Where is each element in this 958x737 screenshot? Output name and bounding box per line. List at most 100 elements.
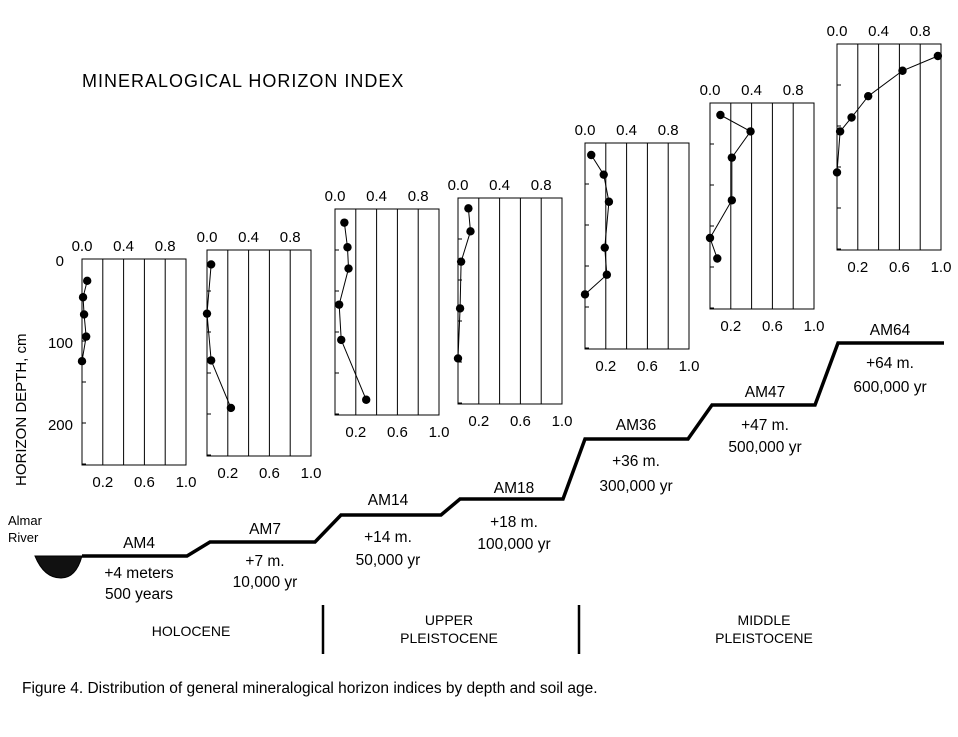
am18-bottom-tick: 0.6 [510,413,531,430]
am4-top-tick: 0.4 [113,238,134,255]
am36-data-point [580,290,590,299]
am14-height-label: +14 m. [364,529,412,546]
am18-top-tick: 0.0 [448,177,469,194]
am14-panel: 0.0 0.4 0.8 0.2 0.6 1.0 [325,188,450,441]
am14-bottom-tick: 0.2 [345,424,366,441]
am36-top-tick: 0.8 [658,122,679,139]
am14-age-label: 50,000 yr [356,552,421,569]
am36-height-label: +36 m. [612,453,660,470]
am36-bottom-tick: 0.6 [637,358,658,375]
am47-data-point [727,153,737,162]
am14-site-label: AM14 [368,492,409,509]
am64-frame [836,43,942,251]
am64-top-tick: 0.0 [827,23,848,40]
am64-data-point [898,66,907,75]
am7-height-label: +7 m. [245,553,284,570]
am4-age-label: 500 years [105,586,173,603]
am18-frame [457,197,563,405]
am7-age-label: 10,000 yr [233,574,298,591]
am36-data-point [587,150,596,160]
am4-series-line [81,280,88,362]
am64-height-label: +64 m. [866,355,914,372]
am7-series-line [206,264,232,409]
am4-data-point [83,276,92,286]
terrace-profile [82,341,944,558]
am36-age-label: 300,000 yr [599,478,672,495]
am47-data-point [716,110,725,120]
epoch-middle-line2: PLEISTOCENE [715,630,813,646]
am18-height-label: +18 m. [490,514,538,531]
am47-bottom-tick: 0.6 [762,318,783,335]
y-axis-label: HORIZON DEPTH, cm [13,334,30,487]
y-tick-100: 100 [48,335,73,352]
am14-data-point [334,300,344,309]
am14-frame [334,208,440,416]
am4-data-point [78,293,88,302]
am47-frame [709,102,815,310]
am36-panel: 0.0 0.4 0.8 0.2 0.6 1.0 [575,122,700,375]
am64-data-point [933,51,943,61]
am14-data-point [343,243,352,252]
am4-data-point [79,310,89,319]
am7-top-tick: 0.4 [238,229,259,246]
am47-bottom-tick: 1.0 [804,318,825,335]
am4-panel: 0.0 0.4 0.8 0.2 0.6 1.0 [72,238,197,491]
am18-data-point [466,227,475,236]
am64-top-tick: 0.8 [910,23,931,40]
profile-panels: 0.0 0.4 0.8 0.2 0.6 1.0 AM4 +4 meters 500 years 0… [72,23,952,603]
am64-bottom-tick: 0.6 [889,259,910,276]
am64-bottom-tick: 1.0 [931,259,952,276]
am14-bottom-tick: 1.0 [429,424,450,441]
am64-panel: 0.0 0.4 0.8 0.2 0.6 1.0 [827,23,952,276]
am18-data-point [453,354,463,363]
am47-top-tick: 0.8 [783,82,804,99]
am7-bottom-tick: 0.6 [259,465,280,482]
figure-caption: Figure 4. Distribution of general minera… [22,680,598,697]
am64-data-point [835,127,845,136]
am36-bottom-tick: 1.0 [679,358,700,375]
am47-data-point [727,196,737,205]
am47-site-label: AM47 [745,384,786,401]
am14-top-tick: 0.8 [408,188,429,205]
am4-bottom-tick: 0.6 [134,474,155,491]
am64-data-point [864,91,873,101]
am47-data-point [746,127,755,136]
am7-top-tick: 0.8 [280,229,301,246]
am64-bottom-tick: 0.2 [847,259,868,276]
y-tick-0: 0 [56,253,64,270]
am18-top-tick: 0.4 [489,177,510,194]
am18-panel: 0.0 0.4 0.8 0.2 0.6 1.0 [448,177,573,430]
epoch-upper-line2: PLEISTOCENE [400,630,498,646]
am47-data-point [713,254,722,263]
am18-data-point [455,304,465,313]
epoch-middle-line1: MIDDLE [738,612,791,628]
am64-data-point [847,113,856,122]
am36-data-point [602,270,612,279]
am18-bottom-tick: 1.0 [552,413,573,430]
am36-data-point [600,243,609,252]
am7-data-point [202,309,212,318]
am18-age-label: 100,000 yr [477,536,550,553]
am14-data-point [337,335,346,345]
am7-frame [206,249,312,457]
figure-title: MINERALOGICAL HORIZON INDEX [82,71,404,91]
am7-bottom-tick: 0.2 [217,465,238,482]
am14-data-point [362,395,371,404]
am14-data-point [340,218,349,227]
am47-series-line [709,114,752,259]
am4-frame [81,258,187,466]
am36-frame [584,142,690,350]
am64-site-label: AM64 [870,322,911,339]
am47-top-tick: 0.0 [700,82,721,99]
y-tick-200: 200 [48,417,73,434]
river-channel [34,555,83,579]
am7-top-tick: 0.0 [197,229,218,246]
am14-series-line [338,222,367,400]
am36-site-label: AM36 [616,417,657,434]
epoch-upper-line1: UPPER [425,612,473,628]
am7-panel: 0.0 0.4 0.8 0.2 0.6 1.0 [197,229,322,482]
am14-top-tick: 0.0 [325,188,346,205]
am18-top-tick: 0.8 [531,177,552,194]
river-label-line1: Almar [8,513,43,528]
